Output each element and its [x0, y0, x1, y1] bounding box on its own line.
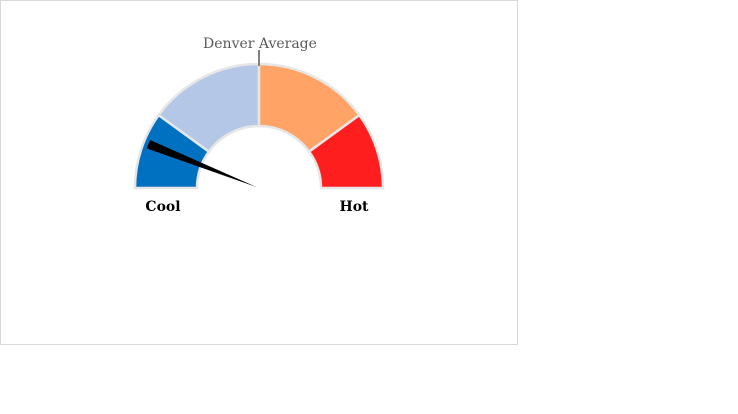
min-label: Cool: [145, 199, 180, 215]
reference-label: Denver Average: [203, 36, 317, 52]
gauge-segments: [135, 64, 383, 188]
max-label: Hot: [339, 199, 369, 215]
